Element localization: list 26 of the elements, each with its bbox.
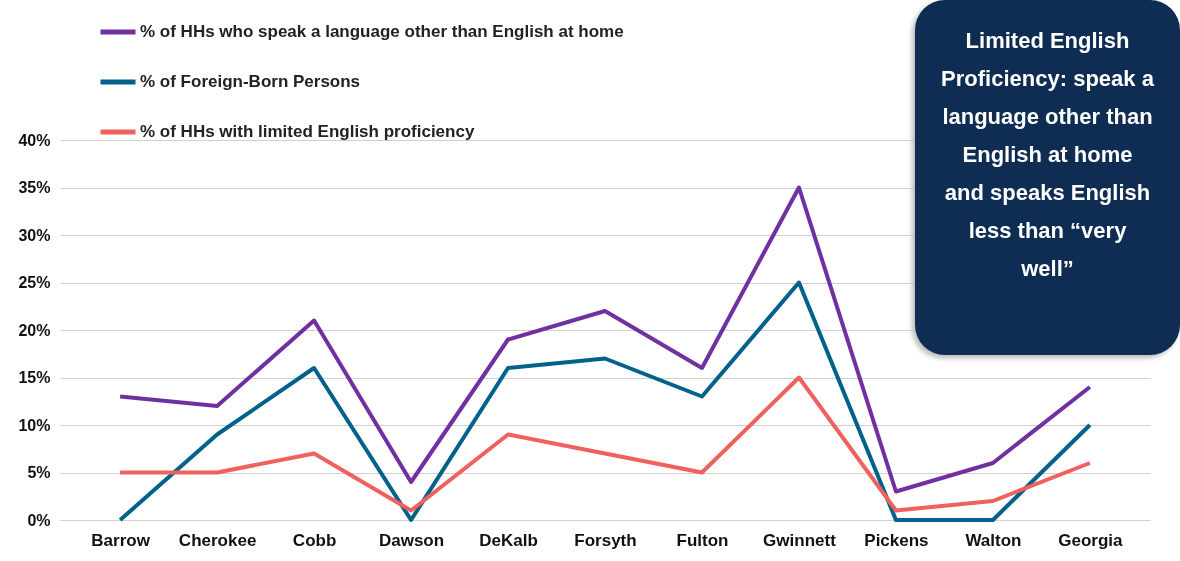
line-series [118, 280, 1092, 522]
x-tick-label: Fulton [676, 530, 729, 550]
legend-label: % of HHs with limited English proficiency [140, 122, 475, 141]
x-tick-label: Pickens [864, 530, 929, 550]
note-box: Limited English Proficiency: speak a language other than English at home and speaks English less than “very well” [915, 0, 1180, 355]
x-tick-label: Gwinnett [763, 530, 837, 550]
y-tick-label: 10% [18, 416, 51, 434]
y-tick-label: 35% [18, 179, 51, 196]
x-tick-label: Cobb [292, 530, 337, 550]
y-tick-label: 25% [18, 274, 51, 291]
x-tick-label: Georgia [1058, 530, 1124, 550]
y-tick-label: 0% [27, 511, 51, 529]
line-series [118, 375, 1092, 513]
x-tick-label: Dawson [378, 530, 445, 550]
legend-label: % of HHs who speak a language other than English at home [140, 22, 624, 41]
y-tick-label: 15% [18, 369, 51, 386]
y-tick-label: 30% [18, 226, 51, 244]
y-tick-label: 40% [18, 131, 51, 149]
x-tick-label: Cherokee [178, 530, 257, 550]
y-tick-label: 20% [18, 321, 51, 339]
x-tick-label: Forsyth [574, 530, 637, 550]
x-tick-label: DeKalb [479, 530, 538, 550]
x-tick-label: Barrow [91, 530, 151, 550]
legend-label: % of Foreign-Born Persons [140, 72, 361, 91]
y-tick-label: 5% [27, 464, 51, 481]
x-tick-label: Walton [965, 530, 1022, 550]
